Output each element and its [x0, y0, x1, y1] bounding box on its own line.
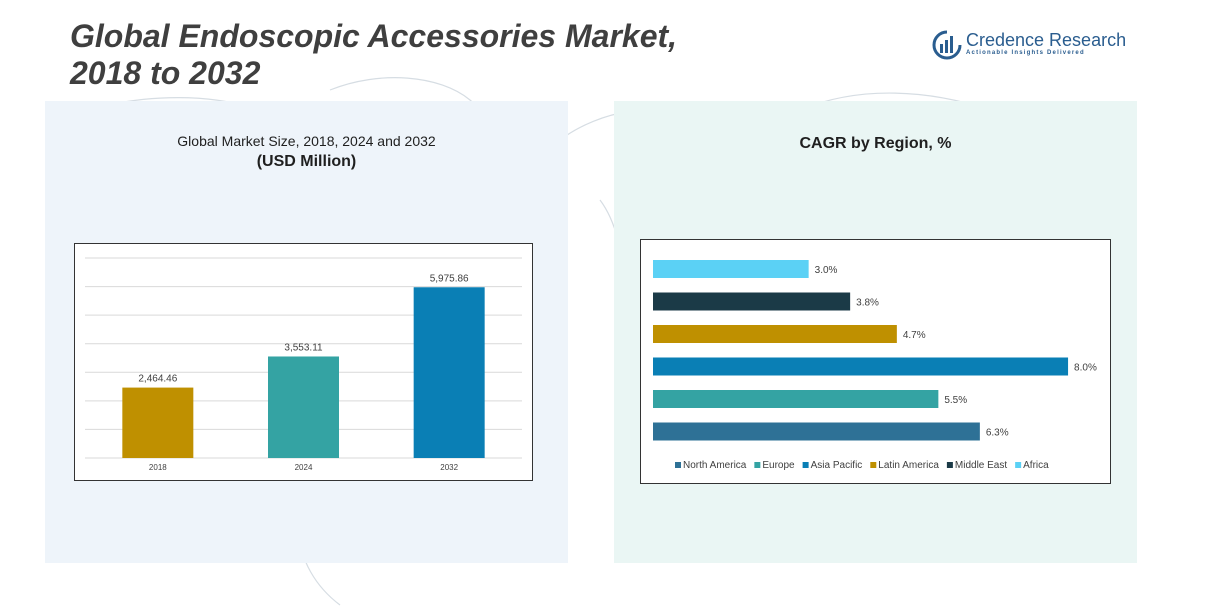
cagr-panel: CAGR by Region, % 3.0% 3.8% 4.7% 8.0% 5.5% 6.… — [614, 101, 1137, 563]
bar-2018 — [122, 387, 194, 458]
legend-swatch-north-america — [675, 462, 681, 468]
data-label-latin-america: 4.7% — [903, 330, 926, 341]
legend-swatch-latin-america — [870, 462, 877, 468]
x-tick-2024: 2024 — [295, 463, 313, 472]
x-tick-2032: 2032 — [440, 463, 458, 472]
market-size-subtitle: (USD Million) — [256, 153, 357, 170]
bar-latin-america — [653, 325, 897, 343]
cagr-chart: 3.0% 3.8% 4.7% 8.0% 5.5% 6.3% North America Eur… — [640, 239, 1111, 484]
legend-swatch-europe — [754, 462, 761, 468]
bar-2024 — [268, 356, 339, 458]
data-label-2018: 2,464.46 — [138, 374, 177, 385]
data-label-2024: 3,553.11 — [284, 342, 323, 353]
data-label-2032: 5,975.86 — [430, 273, 469, 284]
legend-label-africa: Africa — [1023, 460, 1049, 471]
title-line-2: 2018 to 2032 — [70, 55, 261, 91]
legend-swatch-middle-east — [946, 462, 953, 468]
legend-label-europe: Europe — [762, 460, 795, 471]
market-size-bar-chart: 2,464.46 2018 3,553.11 2024 5,975.86 2032 — [85, 257, 522, 472]
legend-swatch-africa — [1015, 462, 1022, 468]
bar-2032 — [413, 287, 485, 458]
data-label-africa: 3.0% — [815, 265, 838, 276]
x-tick-2018: 2018 — [149, 463, 167, 472]
market-size-panel: Global Market Size, 2018, 2024 and 2032 … — [45, 101, 568, 563]
legend-label-north-america: North America — [683, 460, 747, 471]
market-size-chart: 2,464.46 2018 3,553.11 2024 5,975.86 2032 — [74, 243, 533, 481]
bar-europe — [653, 390, 939, 408]
bar-chart-circle-icon — [932, 30, 962, 60]
bar-middle-east — [653, 292, 851, 311]
data-label-north-america: 6.3% — [986, 428, 1009, 439]
bar-north-america — [653, 422, 980, 441]
market-size-title: Global Market Size, 2018, 2024 and 2032 — [177, 133, 436, 149]
data-label-asia-pacific: 8.0% — [1074, 363, 1097, 374]
legend-label-middle-east: Middle East — [955, 460, 1007, 471]
credence-research-logo: Credence Research Actionable Insights De… — [932, 28, 1126, 62]
logo-name: Credence Research — [966, 30, 1127, 50]
title-line-1: Global Endoscopic Accessories Market, — [70, 18, 678, 54]
cagr-title: CAGR by Region, % — [799, 135, 952, 152]
bar-africa — [653, 260, 809, 278]
cagr-horizontal-bar-chart: 3.0% 3.8% 4.7% 8.0% 5.5% 6.3% North America Eur… — [653, 260, 1097, 471]
data-label-europe: 5.5% — [944, 395, 967, 406]
bar-asia-pacific — [653, 357, 1069, 376]
legend-swatch-asia-pacific — [802, 462, 809, 468]
data-label-middle-east: 3.8% — [856, 298, 879, 309]
page-title: Global Endoscopic Accessories Market, 20… — [70, 18, 750, 92]
legend-label-asia-pacific: Asia Pacific — [811, 460, 863, 471]
legend-label-latin-america: Latin America — [878, 460, 939, 471]
logo-tagline: Actionable Insights Delivered — [966, 50, 1085, 56]
